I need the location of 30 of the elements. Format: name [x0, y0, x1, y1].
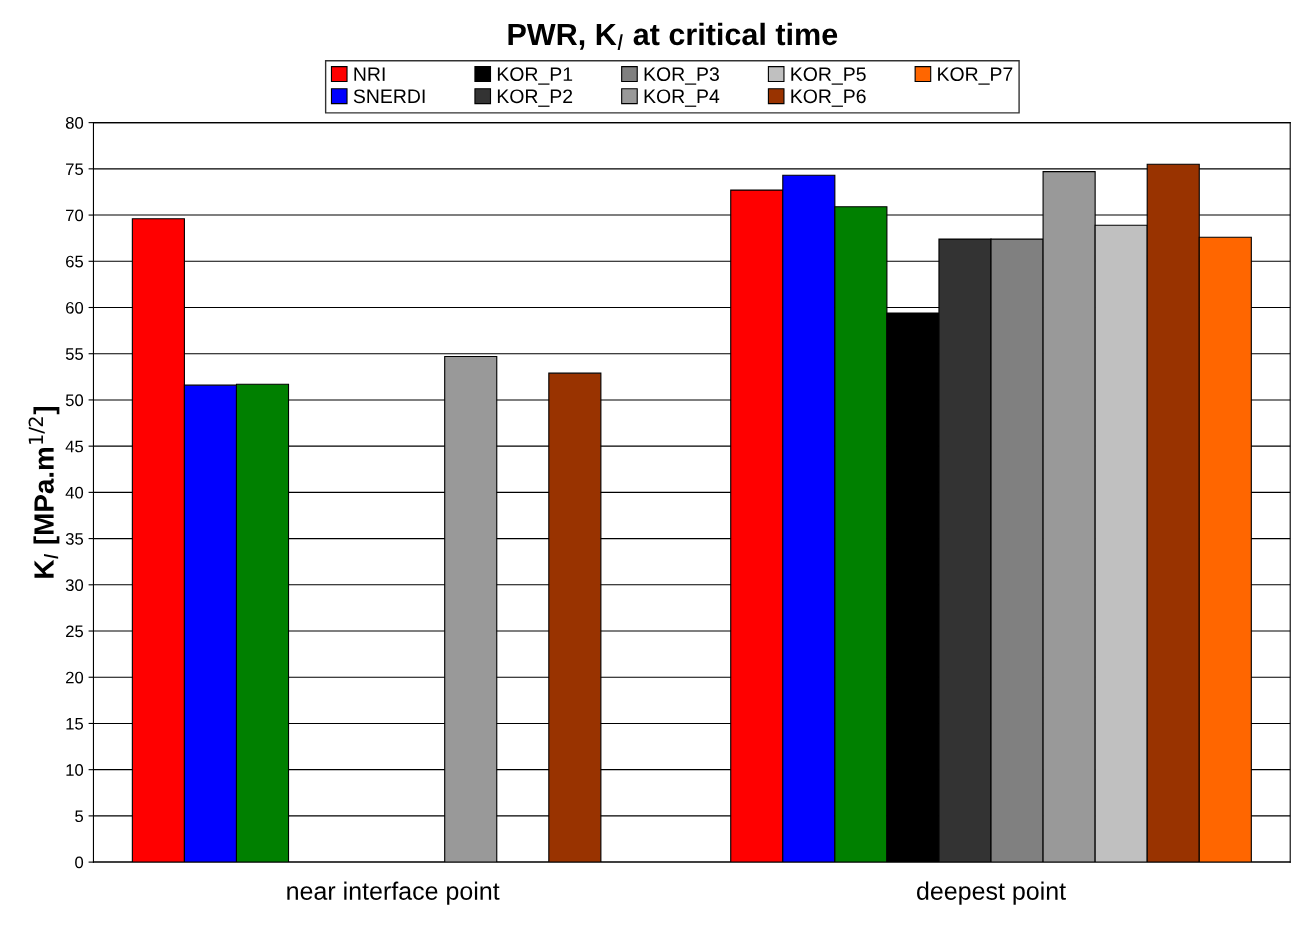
legend-label: KOR_P2 [497, 89, 573, 107]
y-tick-label: 70 [66, 209, 84, 222]
y-tick-label: 80 [65, 117, 84, 129]
legend-label: KOR_P4 [644, 89, 720, 107]
y-tick-label: 15 [66, 718, 84, 730]
y-tick-label: 20 [66, 671, 84, 684]
x-tick-label: near interface point [287, 881, 500, 905]
y-tick-label: 40 [65, 486, 84, 499]
legend-label: KOR_P6 [791, 89, 866, 107]
chart-title: PWR, K$_{I}$ at critical time [508, 22, 838, 50]
legend-label: NRI [354, 67, 385, 81]
y-tick-label: 55 [65, 348, 84, 360]
y-tick-label: 0 [75, 856, 84, 869]
legend-label: KOR_P5 [791, 67, 866, 85]
y-tick-label: 5 [75, 810, 84, 823]
y-axis-title: K$_{I}$ [MPa.m$^{1/2}$] [28, 406, 60, 578]
y-tick-label: 35 [65, 532, 84, 545]
y-tick-label: 50 [65, 394, 84, 407]
y-tick-label: 60 [66, 301, 84, 314]
legend-label: KOR_P7 [938, 67, 1013, 85]
y-tick-label: 45 [65, 440, 84, 453]
y-tick-label: 25 [66, 625, 84, 638]
y-tick-label: 10 [66, 764, 84, 776]
x-tick-label: deepest point [917, 881, 1066, 905]
y-tick-label: 75 [66, 163, 84, 176]
legend-label: KOR_P1 [497, 67, 573, 85]
y-tick-label: 65 [66, 255, 84, 268]
legend-label: KOR_P3 [644, 67, 719, 85]
legend-label: SNERDI [353, 89, 425, 104]
y-tick-label: 30 [65, 579, 84, 592]
